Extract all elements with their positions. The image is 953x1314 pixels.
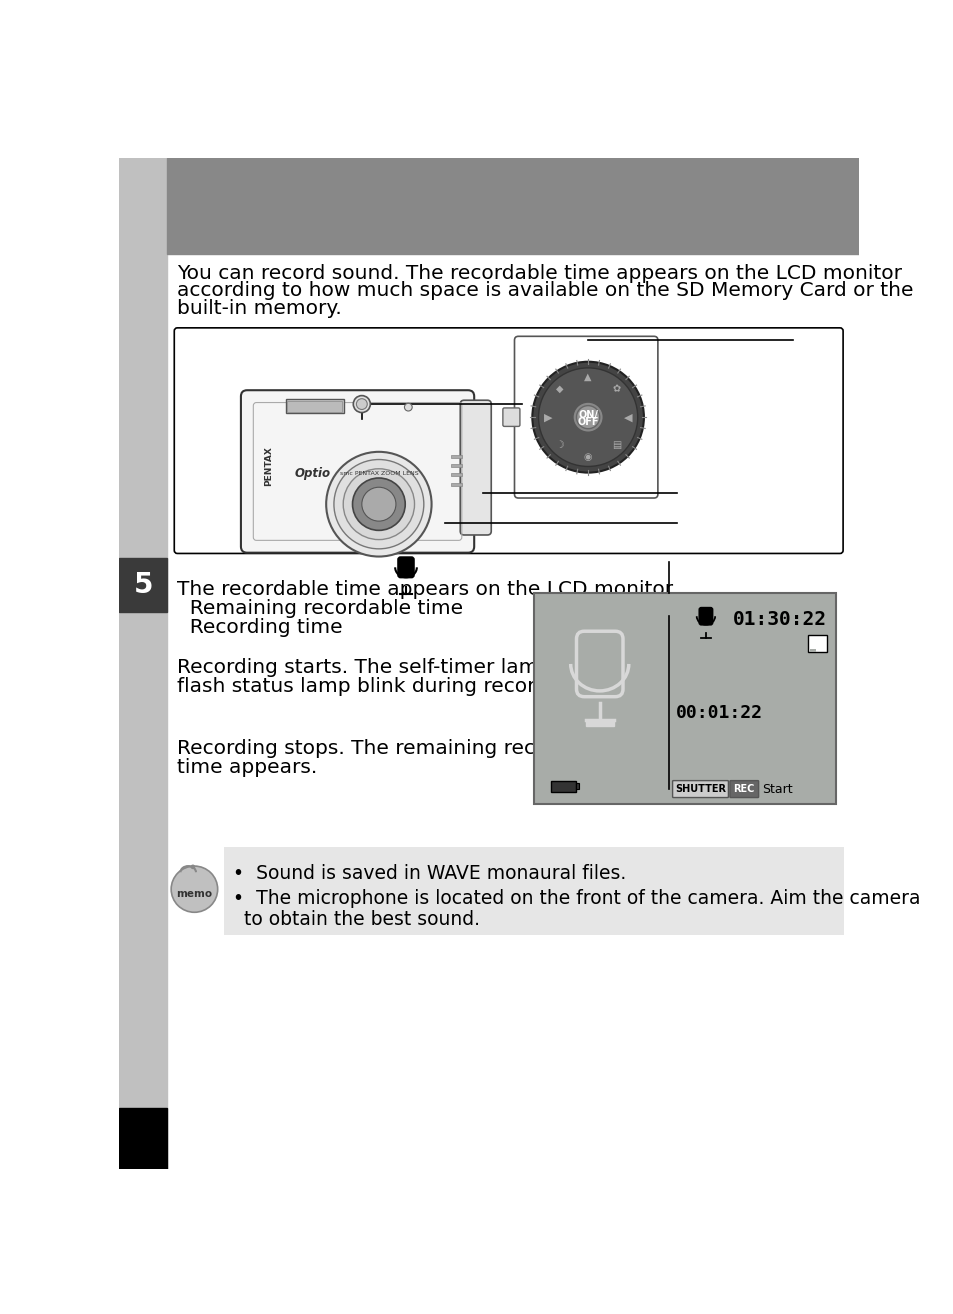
Text: Optio: Optio bbox=[294, 466, 331, 480]
Circle shape bbox=[404, 403, 412, 411]
Text: ON/: ON/ bbox=[578, 410, 598, 420]
Bar bbox=[809, 649, 815, 652]
Text: Speaker: Speaker bbox=[680, 484, 757, 502]
Bar bbox=[451, 473, 461, 477]
Circle shape bbox=[356, 398, 367, 410]
Text: ▶: ▶ bbox=[543, 413, 552, 422]
FancyBboxPatch shape bbox=[502, 407, 519, 427]
Bar bbox=[119, 158, 167, 1169]
Bar bbox=[119, 1108, 167, 1169]
Text: OFF: OFF bbox=[577, 417, 598, 427]
Circle shape bbox=[191, 865, 195, 869]
FancyBboxPatch shape bbox=[397, 557, 414, 577]
Text: 5: 5 bbox=[133, 572, 152, 599]
Text: •  Sound is saved in WAVE monaural files.: • Sound is saved in WAVE monaural files. bbox=[233, 863, 626, 883]
Text: ✿: ✿ bbox=[612, 384, 620, 394]
Circle shape bbox=[326, 452, 431, 557]
Circle shape bbox=[353, 396, 370, 413]
Text: You can record sound. The recordable time appears on the LCD monitor: You can record sound. The recordable tim… bbox=[177, 264, 902, 283]
Text: PENTAX: PENTAX bbox=[264, 445, 274, 486]
Text: time appears.: time appears. bbox=[177, 758, 317, 777]
FancyBboxPatch shape bbox=[699, 607, 712, 624]
Bar bbox=[550, 782, 575, 792]
Bar bbox=[287, 401, 342, 411]
Circle shape bbox=[572, 402, 603, 432]
Text: flash status lamp blink during recording.: flash status lamp blink during recording… bbox=[177, 677, 585, 696]
Text: Recording time: Recording time bbox=[177, 618, 343, 636]
FancyBboxPatch shape bbox=[241, 390, 474, 553]
FancyBboxPatch shape bbox=[514, 336, 658, 498]
Text: ◀: ◀ bbox=[623, 413, 632, 422]
Text: built-in memory.: built-in memory. bbox=[177, 298, 342, 318]
Text: Remaining recordable time: Remaining recordable time bbox=[177, 599, 463, 618]
Text: ◉: ◉ bbox=[583, 452, 592, 463]
Text: 01:30:22: 01:30:22 bbox=[732, 610, 826, 628]
Text: SHUTTER: SHUTTER bbox=[675, 784, 725, 794]
Circle shape bbox=[353, 478, 405, 531]
Text: 00:01:22: 00:01:22 bbox=[675, 704, 761, 723]
Circle shape bbox=[537, 368, 637, 466]
FancyBboxPatch shape bbox=[459, 401, 491, 535]
Circle shape bbox=[361, 487, 395, 522]
Bar bbox=[534, 593, 835, 804]
FancyBboxPatch shape bbox=[576, 631, 622, 696]
FancyBboxPatch shape bbox=[729, 781, 758, 798]
Text: ▤: ▤ bbox=[612, 440, 620, 451]
Text: •  The microphone is located on the front of the camera. Aim the camera: • The microphone is located on the front… bbox=[233, 890, 920, 908]
Text: Start: Start bbox=[760, 783, 792, 795]
Bar bbox=[807, 635, 826, 652]
Text: ◆: ◆ bbox=[556, 384, 563, 394]
Circle shape bbox=[532, 361, 643, 473]
Text: to obtain the best sound.: to obtain the best sound. bbox=[244, 911, 479, 929]
Bar bbox=[451, 464, 461, 468]
Text: ▲: ▲ bbox=[584, 372, 591, 382]
Text: smc PENTAX ZOOM LENS: smc PENTAX ZOOM LENS bbox=[339, 470, 417, 476]
Bar bbox=[451, 455, 461, 459]
Bar bbox=[167, 158, 858, 254]
Text: Microphone: Microphone bbox=[680, 514, 789, 533]
Text: Recording stops. The remaining recordable: Recording stops. The remaining recordabl… bbox=[177, 738, 611, 758]
FancyBboxPatch shape bbox=[672, 781, 728, 798]
Bar bbox=[119, 558, 167, 612]
Text: Recording starts. The self-timer lamp and: Recording starts. The self-timer lamp an… bbox=[177, 658, 596, 677]
Bar bbox=[286, 399, 344, 414]
Text: according to how much space is available on the SD Memory Card or the: according to how much space is available… bbox=[177, 281, 913, 300]
Text: memo: memo bbox=[176, 888, 213, 899]
Circle shape bbox=[576, 406, 599, 428]
Text: ☽: ☽ bbox=[555, 440, 563, 451]
Circle shape bbox=[343, 469, 415, 540]
FancyBboxPatch shape bbox=[174, 328, 842, 553]
Bar bbox=[585, 720, 613, 725]
Bar bbox=[224, 846, 843, 936]
Text: The recordable time appears on the LCD monitor.: The recordable time appears on the LCD m… bbox=[177, 579, 678, 599]
Circle shape bbox=[334, 460, 423, 549]
Text: REC: REC bbox=[733, 784, 754, 794]
Bar bbox=[451, 482, 461, 486]
Bar bbox=[575, 783, 578, 790]
Circle shape bbox=[171, 866, 217, 912]
